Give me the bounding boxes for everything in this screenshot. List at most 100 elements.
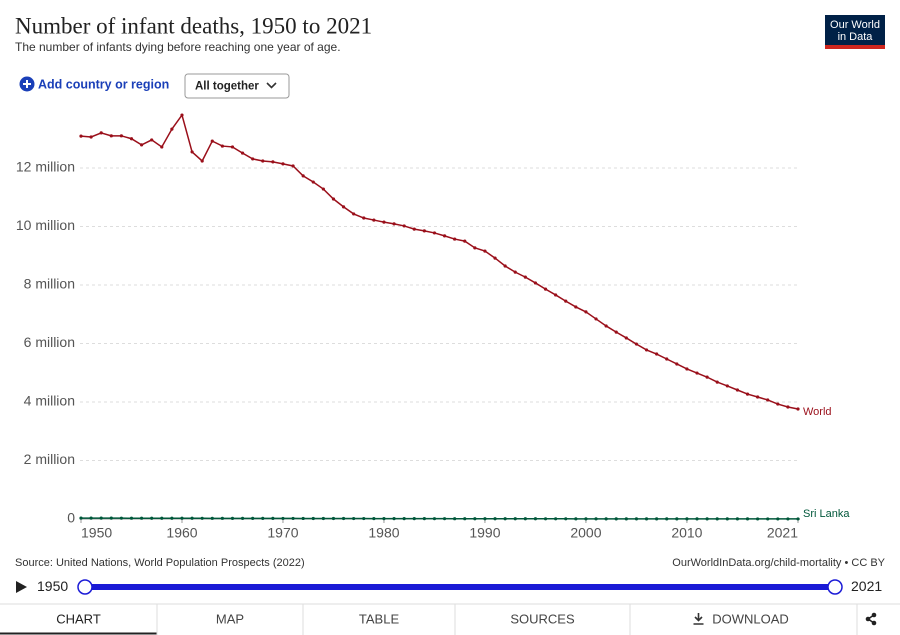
series-point (99, 131, 103, 135)
series-point (604, 324, 608, 328)
timeline-track[interactable] (85, 584, 835, 590)
logo-text: Our World (830, 19, 880, 31)
series-point (230, 145, 235, 149)
series-point (543, 287, 548, 291)
add-country-button[interactable]: Add country or region (19, 76, 170, 92)
series-point (473, 517, 477, 521)
timeline: 1950 2021 (16, 578, 882, 595)
series-point (554, 517, 558, 521)
series-point (271, 516, 275, 521)
source: Source: United Nations, World Population… (15, 557, 305, 569)
series-point (685, 367, 689, 371)
series-point (756, 517, 760, 521)
series-point (210, 139, 214, 143)
series-point (503, 517, 507, 521)
series-point (352, 516, 356, 521)
series-point (291, 516, 295, 521)
logo-text: in Data (838, 31, 874, 43)
tab-label: TABLE (359, 611, 400, 626)
series-point (533, 517, 538, 521)
series-point (594, 517, 598, 521)
series-point (331, 516, 336, 521)
x-tick-label: 2021 (767, 525, 798, 541)
series-point (665, 517, 669, 521)
chart-subtitle: The number of infants dying before reach… (15, 40, 341, 54)
series-point (129, 137, 134, 141)
series-point (675, 362, 679, 366)
series-point (240, 516, 245, 520)
series-point (776, 402, 780, 406)
series-point (493, 256, 497, 260)
series-point (634, 517, 639, 521)
series-point (402, 517, 406, 521)
dropdown-box (184, 73, 290, 99)
share-icon-dot (865, 616, 871, 622)
timeline-end: 2021 (851, 578, 882, 594)
series-point (99, 516, 103, 520)
y-tick-label: 8 million (24, 276, 75, 292)
x-tick-label: 1980 (368, 525, 399, 541)
series-point (655, 352, 659, 356)
series-point (564, 299, 568, 303)
series-point (756, 395, 760, 399)
series-point (745, 517, 750, 521)
series-point (705, 375, 709, 379)
series-point (766, 517, 770, 521)
series-point (311, 516, 315, 521)
tab[interactable]: TABLE (302, 604, 400, 635)
dropdown[interactable]: All together (184, 73, 290, 99)
series-point (139, 516, 144, 520)
add-country-label: Add country or region (38, 77, 169, 91)
series-point (240, 151, 245, 155)
series-point (79, 516, 83, 520)
timeline-handle[interactable] (827, 579, 843, 595)
tab[interactable]: MAP (156, 604, 244, 635)
share-icon-dot (871, 612, 877, 618)
series-point (412, 227, 416, 231)
tab[interactable]: SOURCES (454, 604, 575, 635)
series-point (695, 517, 699, 521)
series-point (382, 516, 386, 521)
y-tick-label: 10 million (16, 217, 75, 233)
license: OurWorldInData.org/child-mortality • CC … (672, 557, 885, 569)
series-point (786, 517, 790, 521)
series-point (321, 516, 325, 521)
plot: 0 2 million 4 million 6 million 8 million 10 … (16, 113, 850, 541)
series-point (463, 239, 467, 243)
series-point (311, 180, 315, 184)
series-point (261, 159, 265, 163)
series-point (574, 305, 578, 309)
series-point (89, 516, 93, 520)
series-point (533, 281, 538, 285)
series-point (695, 371, 699, 375)
series-point (644, 348, 649, 352)
series-point (715, 517, 719, 521)
series-point (725, 517, 729, 521)
logo[interactable]: Our World in Data (825, 15, 885, 49)
x-tick-label: 1960 (166, 525, 197, 541)
tab[interactable]: CHART (0, 611, 157, 635)
series-point (352, 212, 356, 216)
tab-label: MAP (216, 611, 244, 626)
series-point (139, 143, 144, 147)
series-point (483, 249, 487, 253)
series-point (705, 517, 709, 521)
series-point (715, 380, 719, 384)
y-tick-label: 12 million (16, 159, 75, 175)
series-point (776, 517, 780, 521)
series-point (503, 264, 507, 268)
series-point (109, 516, 113, 520)
series-point (463, 517, 467, 521)
series-point (513, 517, 517, 521)
series-point (170, 516, 174, 520)
series-point (493, 517, 497, 521)
share-button[interactable] (865, 612, 877, 626)
timeline-handle[interactable] (77, 579, 93, 595)
play-button[interactable] (16, 581, 27, 593)
series-point (644, 517, 649, 521)
series-point (170, 127, 174, 131)
tab[interactable]: DOWNLOAD (629, 604, 789, 635)
series-point (200, 516, 204, 520)
series-label: Sri Lanka (803, 508, 850, 520)
